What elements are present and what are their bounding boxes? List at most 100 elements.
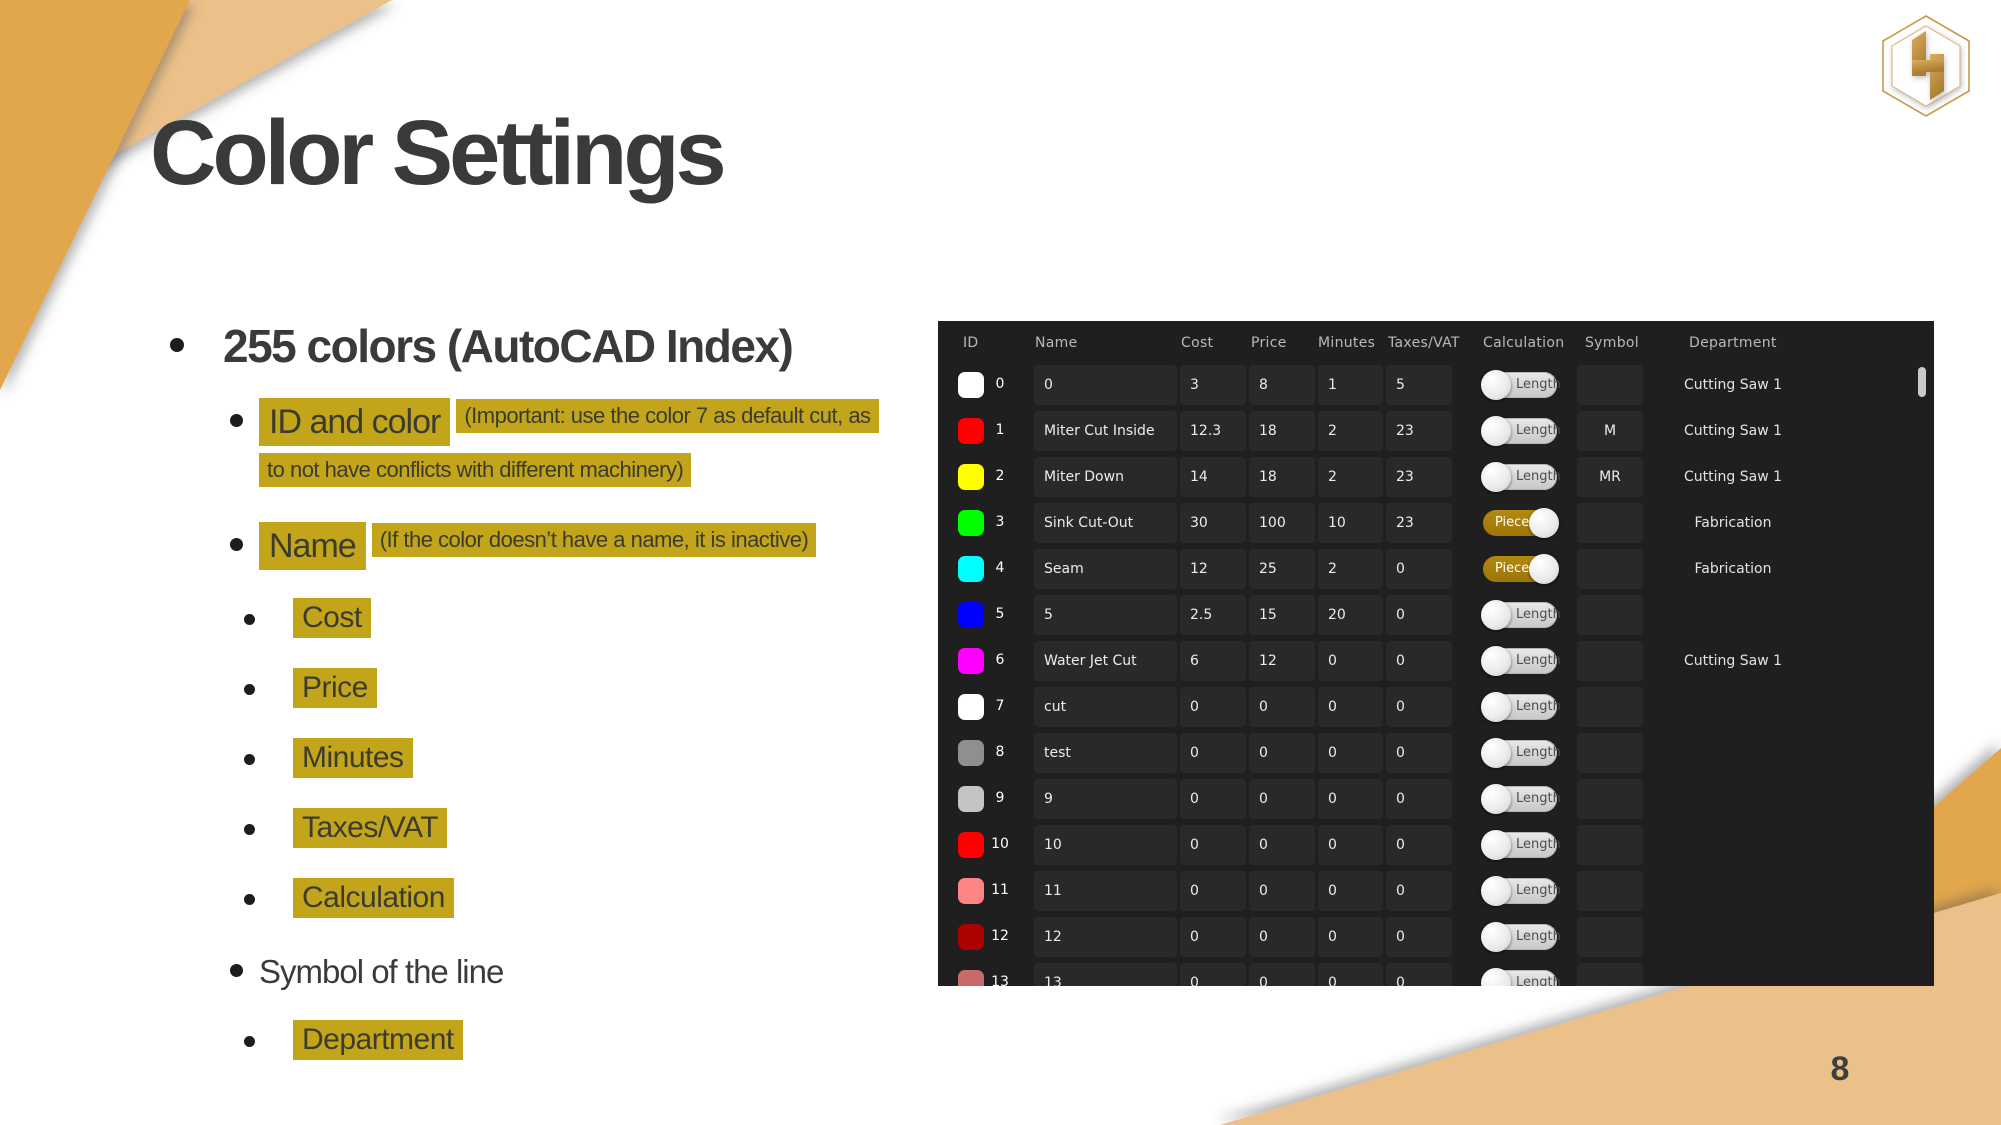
color-swatch[interactable] — [958, 786, 984, 812]
symbol-cell[interactable] — [1577, 641, 1643, 681]
toggle-knob[interactable] — [1481, 738, 1511, 768]
minutes-cell[interactable]: 0 — [1318, 641, 1383, 681]
taxes-cell[interactable]: 5 — [1386, 365, 1452, 405]
toggle-knob[interactable] — [1481, 876, 1511, 906]
cost-cell[interactable]: 0 — [1180, 825, 1246, 865]
price-cell[interactable]: 25 — [1249, 549, 1315, 589]
cost-cell[interactable]: 0 — [1180, 917, 1246, 957]
name-cell[interactable]: Miter Down — [1034, 457, 1177, 497]
name-cell[interactable]: cut — [1034, 687, 1177, 727]
calculation-toggle[interactable]: Length — [1481, 830, 1561, 860]
price-cell[interactable]: 0 — [1249, 825, 1315, 865]
name-cell[interactable]: 12 — [1034, 917, 1177, 957]
price-cell[interactable]: 0 — [1249, 779, 1315, 819]
color-swatch[interactable] — [958, 372, 984, 398]
symbol-cell[interactable] — [1577, 549, 1643, 589]
symbol-cell[interactable]: MR — [1577, 457, 1643, 497]
taxes-cell[interactable]: 0 — [1386, 917, 1452, 957]
minutes-cell[interactable]: 2 — [1318, 411, 1383, 451]
toggle-knob[interactable] — [1481, 784, 1511, 814]
color-swatch[interactable] — [958, 694, 984, 720]
calculation-toggle[interactable]: Piece — [1483, 554, 1559, 584]
price-cell[interactable]: 100 — [1249, 503, 1315, 543]
taxes-cell[interactable]: 0 — [1386, 549, 1452, 589]
taxes-cell[interactable]: 0 — [1386, 963, 1452, 986]
cost-cell[interactable]: 12 — [1180, 549, 1246, 589]
cost-cell[interactable]: 2.5 — [1180, 595, 1246, 635]
color-swatch[interactable] — [958, 510, 984, 536]
cost-cell[interactable]: 0 — [1180, 963, 1246, 986]
taxes-cell[interactable]: 0 — [1386, 871, 1452, 911]
price-cell[interactable]: 18 — [1249, 411, 1315, 451]
symbol-cell[interactable] — [1577, 503, 1643, 543]
minutes-cell[interactable]: 0 — [1318, 687, 1383, 727]
color-swatch[interactable] — [958, 924, 984, 950]
cost-cell[interactable]: 12.3 — [1180, 411, 1246, 451]
symbol-cell[interactable]: M — [1577, 411, 1643, 451]
calculation-toggle[interactable]: Length — [1481, 462, 1561, 492]
calculation-toggle[interactable]: Length — [1481, 646, 1561, 676]
name-cell[interactable]: 13 — [1034, 963, 1177, 986]
price-cell[interactable]: 8 — [1249, 365, 1315, 405]
toggle-knob[interactable] — [1481, 416, 1511, 446]
name-cell[interactable]: 10 — [1034, 825, 1177, 865]
taxes-cell[interactable]: 0 — [1386, 825, 1452, 865]
symbol-cell[interactable] — [1577, 825, 1643, 865]
cost-cell[interactable]: 3 — [1180, 365, 1246, 405]
calculation-toggle[interactable]: Length — [1481, 738, 1561, 768]
symbol-cell[interactable] — [1577, 963, 1643, 986]
cost-cell[interactable]: 6 — [1180, 641, 1246, 681]
cost-cell[interactable]: 0 — [1180, 687, 1246, 727]
symbol-cell[interactable] — [1577, 365, 1643, 405]
toggle-knob[interactable] — [1481, 968, 1511, 986]
minutes-cell[interactable]: 0 — [1318, 917, 1383, 957]
cost-cell[interactable]: 0 — [1180, 733, 1246, 773]
calculation-toggle[interactable]: Length — [1481, 370, 1561, 400]
minutes-cell[interactable]: 2 — [1318, 457, 1383, 497]
minutes-cell[interactable]: 0 — [1318, 733, 1383, 773]
name-cell[interactable]: Sink Cut-Out — [1034, 503, 1177, 543]
taxes-cell[interactable]: 0 — [1386, 733, 1452, 773]
price-cell[interactable]: 0 — [1249, 917, 1315, 957]
taxes-cell[interactable]: 23 — [1386, 457, 1452, 497]
name-cell[interactable]: 5 — [1034, 595, 1177, 635]
symbol-cell[interactable] — [1577, 733, 1643, 773]
toggle-knob[interactable] — [1481, 370, 1511, 400]
toggle-knob[interactable] — [1529, 508, 1559, 538]
calculation-toggle[interactable]: Length — [1481, 968, 1561, 986]
cost-cell[interactable]: 0 — [1180, 779, 1246, 819]
color-swatch[interactable] — [958, 464, 984, 490]
taxes-cell[interactable]: 0 — [1386, 779, 1452, 819]
color-swatch[interactable] — [958, 832, 984, 858]
symbol-cell[interactable] — [1577, 779, 1643, 819]
toggle-knob[interactable] — [1481, 462, 1511, 492]
cost-cell[interactable]: 14 — [1180, 457, 1246, 497]
price-cell[interactable]: 0 — [1249, 687, 1315, 727]
price-cell[interactable]: 15 — [1249, 595, 1315, 635]
price-cell[interactable]: 0 — [1249, 733, 1315, 773]
taxes-cell[interactable]: 0 — [1386, 687, 1452, 727]
color-swatch[interactable] — [958, 878, 984, 904]
calculation-toggle[interactable]: Length — [1481, 692, 1561, 722]
color-swatch[interactable] — [958, 970, 984, 986]
minutes-cell[interactable]: 0 — [1318, 825, 1383, 865]
calculation-toggle[interactable]: Length — [1481, 600, 1561, 630]
color-swatch[interactable] — [958, 418, 984, 444]
minutes-cell[interactable]: 0 — [1318, 963, 1383, 986]
toggle-knob[interactable] — [1481, 600, 1511, 630]
symbol-cell[interactable] — [1577, 871, 1643, 911]
price-cell[interactable]: 12 — [1249, 641, 1315, 681]
minutes-cell[interactable]: 1 — [1318, 365, 1383, 405]
toggle-knob[interactable] — [1481, 692, 1511, 722]
color-swatch[interactable] — [958, 556, 984, 582]
price-cell[interactable]: 0 — [1249, 871, 1315, 911]
toggle-knob[interactable] — [1481, 830, 1511, 860]
name-cell[interactable]: Miter Cut Inside — [1034, 411, 1177, 451]
calculation-toggle[interactable]: Length — [1481, 876, 1561, 906]
calculation-toggle[interactable]: Piece — [1483, 508, 1559, 538]
vertical-scrollbar-thumb[interactable] — [1918, 367, 1926, 397]
toggle-knob[interactable] — [1481, 922, 1511, 952]
minutes-cell[interactable]: 2 — [1318, 549, 1383, 589]
minutes-cell[interactable]: 0 — [1318, 871, 1383, 911]
price-cell[interactable]: 18 — [1249, 457, 1315, 497]
